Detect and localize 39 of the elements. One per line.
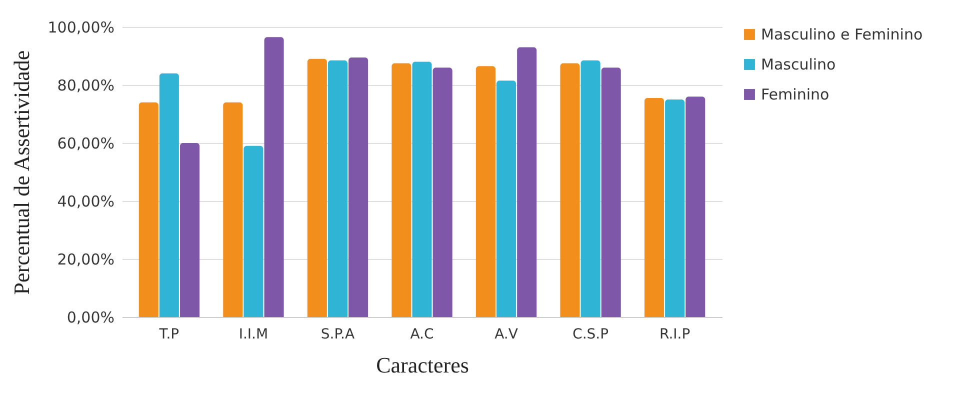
- y-tick-label: 80,00%: [57, 76, 114, 94]
- y-tick-label: 20,00%: [57, 250, 114, 268]
- bar: [476, 66, 496, 317]
- bar: [580, 60, 600, 317]
- x-tick-label: I.I.M: [238, 326, 268, 342]
- x-tick-label: C.S.P: [572, 326, 609, 342]
- bar: [496, 80, 516, 317]
- bar: [138, 102, 158, 317]
- bar: [560, 63, 580, 317]
- bar: [180, 143, 200, 317]
- bar: [665, 100, 685, 317]
- bar: [264, 37, 284, 317]
- x-tick-label: T.P: [158, 326, 180, 342]
- y-tick-label: 60,00%: [57, 134, 114, 152]
- bar: [223, 102, 243, 317]
- bar: [348, 57, 368, 317]
- bar: [432, 68, 452, 317]
- legend-label: Feminino: [761, 86, 830, 104]
- legend-label: Masculino: [761, 56, 836, 74]
- x-tick-label: S.P.A: [320, 326, 355, 342]
- bar: [392, 63, 412, 317]
- bar: [644, 98, 664, 317]
- x-tick-label: R.I.P: [659, 326, 690, 342]
- bar: [328, 60, 348, 317]
- y-tick-label: 100,00%: [48, 18, 114, 36]
- y-tick-label: 0,00%: [66, 308, 114, 326]
- bar: [601, 68, 621, 317]
- bar: [244, 146, 264, 317]
- x-tick-label: A.C: [410, 326, 434, 342]
- x-tick-label: A.V: [494, 326, 518, 342]
- bar: [517, 47, 537, 317]
- y-axis-title: Percentual de Assertividade: [8, 50, 34, 295]
- x-axis-title: Caracteres: [376, 352, 469, 378]
- legend-label: Masculino e Feminino: [761, 26, 923, 44]
- bar: [412, 62, 432, 317]
- bar: [159, 73, 179, 317]
- bar: [307, 58, 327, 317]
- bar: [686, 96, 706, 317]
- y-tick-label: 40,00%: [57, 192, 114, 210]
